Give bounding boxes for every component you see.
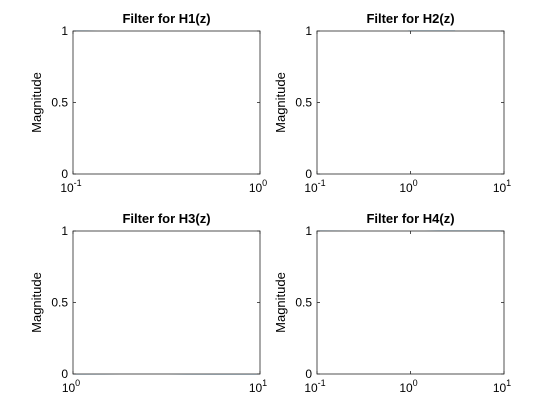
x-tick-exponent: 0 — [413, 378, 418, 388]
plot-frame — [317, 31, 504, 174]
x-tick-label: 100 — [249, 178, 267, 195]
x-tick-exponent: 0 — [75, 378, 80, 388]
x-tick-exponent: 1 — [262, 378, 267, 388]
y-axis-label: Magnitude — [29, 272, 44, 333]
y-tick-label: 1 — [305, 224, 312, 238]
plot-frame — [73, 31, 260, 174]
y-tick-label: 0 — [61, 367, 68, 381]
y-axis-label: Magnitude — [29, 72, 44, 133]
x-tick-label: 100 — [399, 378, 417, 395]
y-tick-label: 1 — [61, 24, 68, 38]
x-tick-base: 10 — [62, 381, 76, 395]
x-tick-base: 10 — [304, 381, 318, 395]
x-tick-label: 10-1 — [304, 378, 325, 395]
y-tick-label: 0 — [305, 367, 312, 381]
y-tick-label: 1 — [305, 24, 312, 38]
x-tick-base: 10 — [249, 381, 263, 395]
x-tick-base: 10 — [304, 181, 318, 195]
x-tick-label: 101 — [493, 378, 511, 395]
x-tick-label: 101 — [493, 178, 511, 195]
chart-title: Filter for H3(z) — [122, 211, 210, 226]
y-tick-label: 0.5 — [51, 296, 68, 310]
x-tick-exponent: -1 — [74, 178, 82, 188]
x-tick-exponent: 0 — [262, 178, 267, 188]
x-tick-base: 10 — [399, 181, 413, 195]
x-tick-base: 10 — [249, 181, 263, 195]
y-tick-label: 0.5 — [295, 96, 312, 110]
x-tick-exponent: 1 — [506, 378, 511, 388]
y-tick-label: 0.5 — [295, 296, 312, 310]
y-axis-label: Magnitude — [273, 72, 288, 133]
plot-frame — [73, 231, 260, 374]
x-tick-exponent: 0 — [413, 178, 418, 188]
x-tick-base: 10 — [493, 181, 507, 195]
x-tick-exponent: 1 — [506, 178, 511, 188]
x-tick-label: 10-1 — [304, 178, 325, 195]
y-axis-label: Magnitude — [273, 272, 288, 333]
plot-frame — [317, 231, 504, 374]
y-tick-label: 0 — [305, 167, 312, 181]
x-tick-base: 10 — [399, 381, 413, 395]
x-tick-label: 100 — [399, 178, 417, 195]
chart-title: Filter for H4(z) — [366, 211, 454, 226]
x-tick-label: 10-1 — [60, 178, 81, 195]
y-tick-label: 0 — [61, 167, 68, 181]
chart-title: Filter for H2(z) — [366, 11, 454, 26]
x-tick-base: 10 — [493, 381, 507, 395]
x-tick-label: 101 — [249, 378, 267, 395]
y-tick-label: 0.5 — [51, 96, 68, 110]
x-tick-label: 100 — [62, 378, 80, 395]
y-tick-label: 1 — [61, 224, 68, 238]
x-tick-exponent: -1 — [318, 378, 326, 388]
x-tick-base: 10 — [60, 181, 74, 195]
chart-title: Filter for H1(z) — [122, 11, 210, 26]
x-tick-exponent: -1 — [318, 178, 326, 188]
